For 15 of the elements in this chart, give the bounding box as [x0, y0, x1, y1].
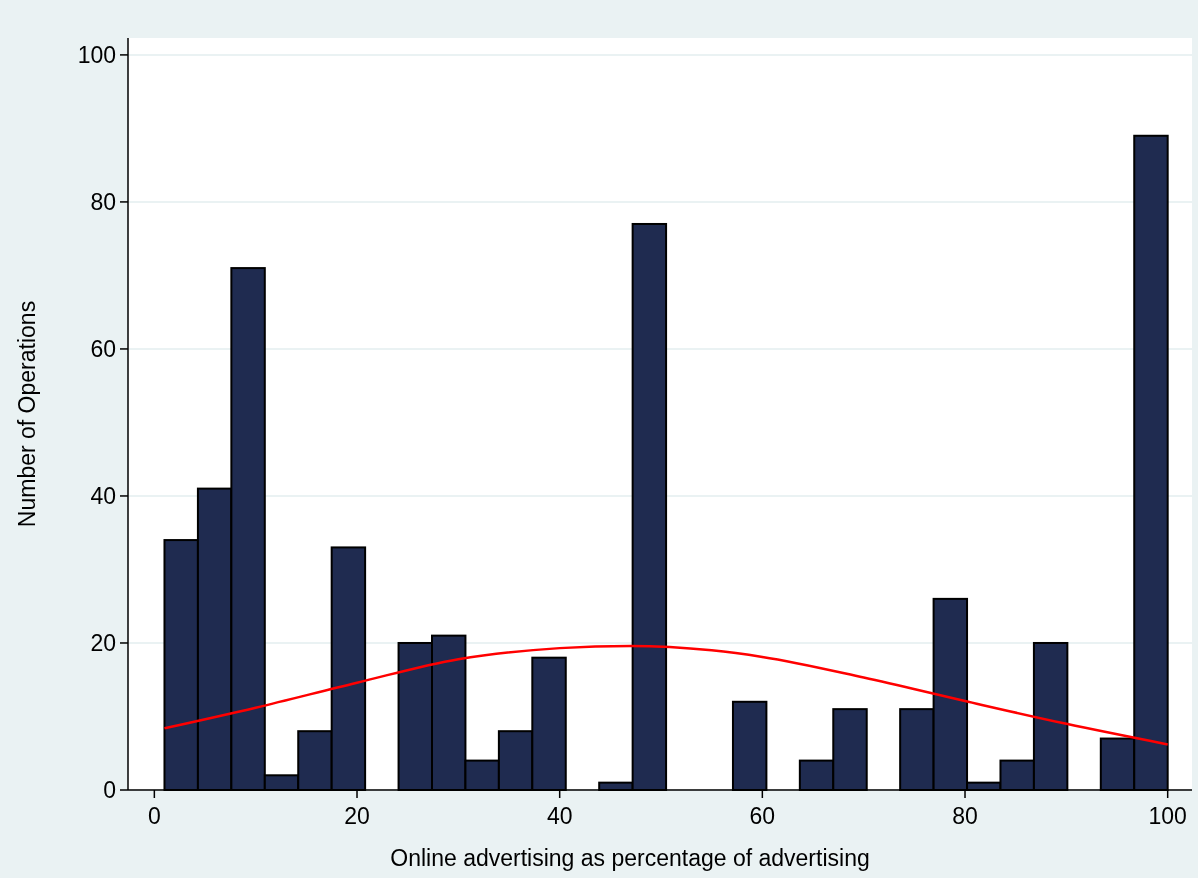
x-tick-label: 80 [952, 803, 978, 829]
x-tick-label: 20 [344, 803, 370, 829]
line-series [163, 644, 1169, 746]
x-tick-label: 100 [1148, 803, 1187, 829]
x-axis-title: Online advertising as percentage of advertising [390, 845, 870, 871]
y-tick-label: 60 [90, 335, 116, 362]
y-axis-title: Number of Operations [14, 300, 40, 528]
y-tick-label: 20 [90, 630, 116, 657]
x-tick-label: 40 [546, 803, 573, 829]
y-tick-label: 40 [90, 483, 116, 510]
y-tick-label: 80 [90, 188, 116, 215]
x-tick-label: 60 [749, 803, 776, 829]
x-tick-label: 0 [147, 803, 161, 829]
y-tick-label: 0 [103, 777, 116, 804]
y-tick-label: 100 [77, 41, 116, 68]
